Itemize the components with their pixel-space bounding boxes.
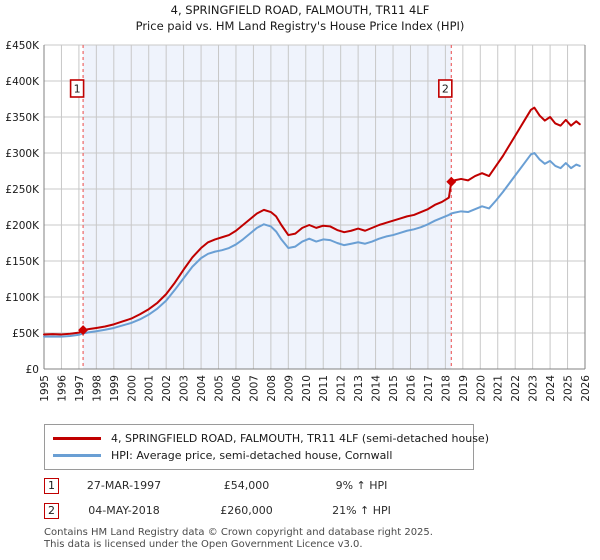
x-axis-tick-label: 1995	[39, 375, 51, 402]
x-axis-tick-label: 2004	[196, 375, 208, 402]
attribution-footer: Contains HM Land Registry data © Crown c…	[44, 527, 564, 551]
line-swatch-blue-icon	[53, 454, 101, 457]
x-axis-tick-label: 2021	[493, 375, 505, 402]
status-badge: 1	[44, 477, 59, 494]
legend-label-property: 4, SPRINGFIELD ROAD, FALMOUTH, TR11 4LF …	[111, 432, 489, 445]
hpi-series-line	[43, 152, 581, 338]
transaction-point-marker[interactable]	[78, 325, 89, 336]
transaction-price: £260,000	[220, 504, 273, 517]
x-axis-tick-label: 1999	[109, 375, 121, 402]
event-badge-box[interactable]	[69, 79, 85, 98]
y-axis-tick-label: £150K	[5, 256, 40, 268]
x-axis-tick-label: 2024	[545, 375, 557, 402]
x-axis-tick-label: 2007	[248, 375, 260, 402]
y-axis-tick-label: £200K	[5, 220, 40, 232]
y-axis-tick-label: £250K	[5, 184, 40, 196]
x-axis-tick-label: 1998	[91, 375, 103, 402]
event-badge-box[interactable]	[438, 79, 453, 98]
y-axis-tick-label: £0	[26, 364, 39, 376]
x-axis-tick-label: 2022	[510, 375, 522, 402]
transaction-date: 27-MAR-1997	[86, 479, 162, 492]
title-line-2: Price paid vs. HM Land Registry's House …	[135, 19, 465, 33]
x-axis-tick-label: 2026	[580, 375, 592, 402]
x-axis-tick-label: 2013	[353, 375, 365, 402]
x-axis-tick-label: 2015	[388, 375, 400, 402]
x-axis-tick-label: 2012	[336, 375, 348, 402]
x-axis-tick-label: 2023	[528, 375, 540, 402]
x-axis-tick-label: 2009	[283, 375, 295, 402]
legend-label-hpi: HPI: Average price, semi-detached house,…	[111, 449, 393, 462]
x-axis-tick-label: 2008	[266, 375, 278, 402]
y-axis-tick-label: £100K	[5, 292, 40, 304]
page-title: 4, SPRINGFIELD ROAD, FALMOUTH, TR11 4LF …	[0, 2, 600, 34]
price-history-chart: £0 £50K £100K £150K £200K £250K £300K £350K £400…	[5, 40, 592, 402]
title-line-1: 4, SPRINGFIELD ROAD, FALMOUTH, TR11 4LF	[170, 3, 430, 17]
x-axis-tick-label: 2016	[405, 375, 417, 402]
x-axis-tick-label: 2018	[440, 375, 452, 402]
chart-canvas: £0 £50K £100K £150K £200K £250K £300K £350K £400…	[5, 40, 592, 402]
x-axis-tick-label: 1997	[74, 375, 86, 402]
transactions-table: 1 27-MAR-1997 £54,000 9% ↑ HPI 2 04-MAY-…	[44, 473, 474, 523]
legend-item-hpi[interactable]: HPI: Average price, semi-detached house,…	[45, 447, 473, 464]
x-axis-tick-label: 2020	[475, 375, 487, 402]
table-row[interactable]: 2 04-MAY-2018 £260,000 21% ↑ HPI	[44, 498, 474, 523]
y-axis-tick-label: £350K	[5, 112, 40, 124]
x-axis-tick-label: 2000	[126, 375, 138, 402]
y-axis-tick-label: £300K	[5, 148, 40, 160]
y-axis-tick-label: £50K	[12, 328, 40, 340]
ownership-band	[83, 45, 452, 369]
transaction-point-marker[interactable]	[446, 176, 457, 187]
line-swatch-red-icon	[53, 437, 101, 440]
x-axis-tick-label: 2025	[563, 375, 575, 402]
x-axis-tick-label: 2001	[144, 375, 156, 402]
x-axis-tick-label: 2014	[371, 375, 383, 402]
legend-item-property[interactable]: 4, SPRINGFIELD ROAD, FALMOUTH, TR11 4LF …	[45, 430, 489, 447]
x-axis-tick-label: 2002	[161, 375, 173, 402]
x-axis-tick-label: 2019	[458, 375, 470, 402]
transaction-price: £54,000	[223, 479, 270, 492]
event-badge-label: 1	[74, 83, 81, 96]
x-axis-tick-label: 2005	[214, 375, 226, 402]
transaction-date: 04-MAY-2018	[88, 504, 160, 517]
chart-legend: 4, SPRINGFIELD ROAD, FALMOUTH, TR11 4LF …	[44, 424, 489, 470]
event-badge-label: 2	[442, 83, 449, 96]
x-axis-tick-label: 2011	[318, 375, 330, 402]
x-axis-tick-label: 2003	[179, 375, 191, 402]
y-axis-tick-label: £450K	[5, 40, 40, 52]
x-axis-tick-label: 2010	[301, 375, 313, 402]
footer-line-2: This data is licensed under the Open Gov…	[44, 539, 363, 550]
transaction-hpi-delta: 21% ↑ HPI	[332, 504, 391, 517]
x-axis-tick-label: 1996	[56, 375, 68, 402]
status-badge: 2	[44, 502, 59, 519]
x-axis-tick-label: 2006	[231, 375, 243, 402]
footer-line-1: Contains HM Land Registry data © Crown c…	[44, 527, 433, 538]
y-axis-tick-label: £400K	[5, 76, 40, 88]
property-series-line	[43, 106, 581, 336]
table-row[interactable]: 1 27-MAR-1997 £54,000 9% ↑ HPI	[44, 473, 474, 498]
transaction-hpi-delta: 9% ↑ HPI	[335, 479, 388, 492]
x-axis-tick-label: 2017	[423, 375, 435, 402]
